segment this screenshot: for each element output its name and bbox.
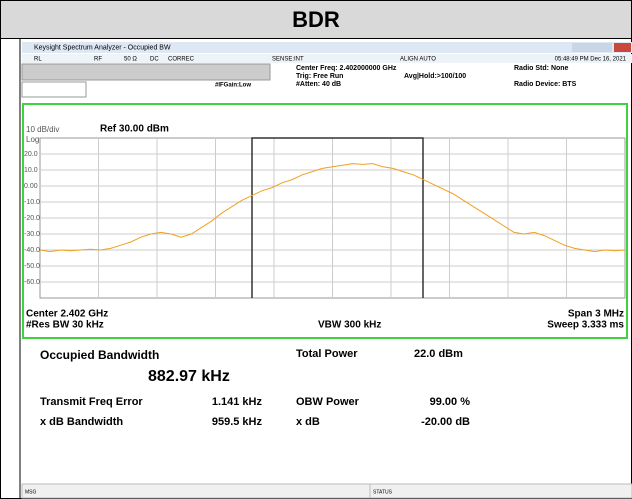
result-value: 22.0 dBm <box>414 348 463 360</box>
result-label: OBW Power <box>296 396 360 408</box>
status: 05:48:49 PM Dec 16, 2021 <box>555 57 627 63</box>
y-tick-label: -30.0 <box>24 231 40 238</box>
y-tick-label: -60.0 <box>24 279 40 286</box>
scale-type: Log <box>26 135 39 144</box>
center-label: Center 2.402 GHz <box>26 309 108 320</box>
result-value: -20.00 dB <box>421 416 470 428</box>
status: DC <box>150 57 159 63</box>
result-label: Occupied Bandwidth <box>40 348 159 362</box>
result-value: 882.97 kHz <box>148 368 230 385</box>
trace <box>39 163 626 253</box>
status-row <box>22 54 632 63</box>
info: Center Freq: 2.402000000 GHz <box>296 65 397 72</box>
result-value: 99.00 % <box>430 396 471 408</box>
status: CORREC <box>168 57 195 63</box>
obw-marker <box>251 137 424 298</box>
header-title: BDR <box>292 7 340 32</box>
result-label: x dB <box>296 416 320 428</box>
footer-bar <box>21 483 632 499</box>
title-bar <box>22 42 632 53</box>
status: RF <box>94 57 102 63</box>
status: SENSE:INT <box>272 57 304 63</box>
result-value: 1.141 kHz <box>212 396 263 408</box>
footer-msg: MSG <box>25 489 37 495</box>
close-button[interactable] <box>614 43 631 52</box>
res-bw: #Res BW 30 kHz <box>26 320 104 331</box>
info: Radio Device: BTS <box>514 81 577 88</box>
window-buttons[interactable] <box>572 43 612 52</box>
footer-status: STATUS <box>373 489 393 495</box>
status: RL <box>34 57 42 63</box>
info: Trig: Free Run <box>296 73 343 80</box>
info: Avg|Hold:>100/100 <box>404 73 466 80</box>
result-label: x dB Bandwidth <box>40 416 123 428</box>
status: 50 Ω <box>124 57 137 63</box>
window-title: Keysight Spectrum Analyzer - Occupied BW <box>34 44 171 51</box>
info: #IFGain:Low <box>215 83 251 89</box>
input-box[interactable] <box>21 81 87 98</box>
y-tick-label: 20.0 <box>24 151 38 158</box>
scale-label: 10 dB/div <box>26 125 59 134</box>
vbw: VBW 300 kHz <box>318 320 381 331</box>
ref-label: Ref 30.00 dBm <box>100 124 169 135</box>
status: ALIGN AUTO <box>400 57 436 63</box>
y-tick-label: -10.0 <box>24 199 40 206</box>
info: #Atten: 40 dB <box>296 81 341 88</box>
header-bar <box>0 0 632 39</box>
result-label: Transmit Freq Error <box>40 396 143 408</box>
y-tick-label: -50.0 <box>24 263 40 270</box>
y-tick-label: 0.00 <box>24 183 38 190</box>
y-tick-label: -40.0 <box>24 247 40 254</box>
info: Radio Std: None <box>514 65 569 72</box>
y-tick-label: 10.0 <box>24 167 38 174</box>
span: Span 3 MHz <box>568 309 624 320</box>
y-tick-label: -20.0 <box>24 215 40 222</box>
sweep: Sweep 3.333 ms <box>547 320 624 331</box>
result-label: Total Power <box>296 348 358 360</box>
input-box[interactable] <box>21 63 271 81</box>
result-value: 959.5 kHz <box>212 416 263 428</box>
